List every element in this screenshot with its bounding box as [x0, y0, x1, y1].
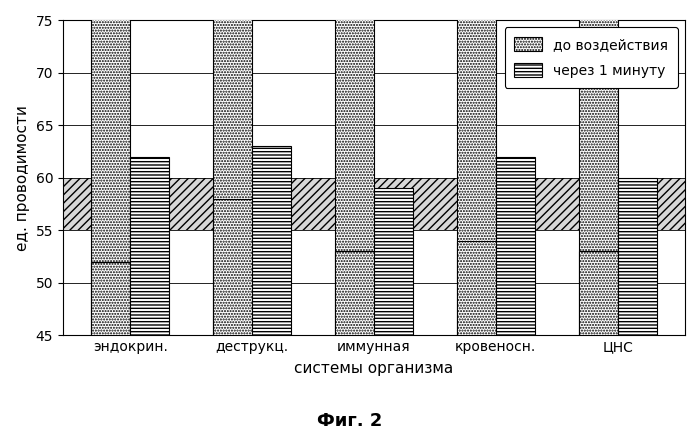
Bar [91, 0, 130, 335]
Bar [91, 262, 130, 335]
Bar [213, 0, 252, 335]
Y-axis label: ед. проводимости: ед. проводимости [15, 105, 30, 251]
Bar [63, 178, 685, 230]
Bar [579, 252, 617, 335]
Bar [617, 178, 657, 335]
Text: Фиг. 2: Фиг. 2 [317, 412, 383, 430]
Bar [335, 0, 374, 335]
Legend: до воздействия, через 1 минуту: до воздействия, через 1 минуту [505, 28, 678, 88]
Bar [579, 0, 617, 335]
Bar [130, 157, 169, 335]
Bar [374, 188, 413, 335]
Bar [457, 241, 496, 335]
Bar [252, 147, 291, 335]
Bar [457, 0, 496, 335]
X-axis label: системы организма: системы организма [294, 361, 454, 376]
Bar [213, 199, 252, 335]
Bar [496, 157, 535, 335]
Bar [335, 252, 374, 335]
